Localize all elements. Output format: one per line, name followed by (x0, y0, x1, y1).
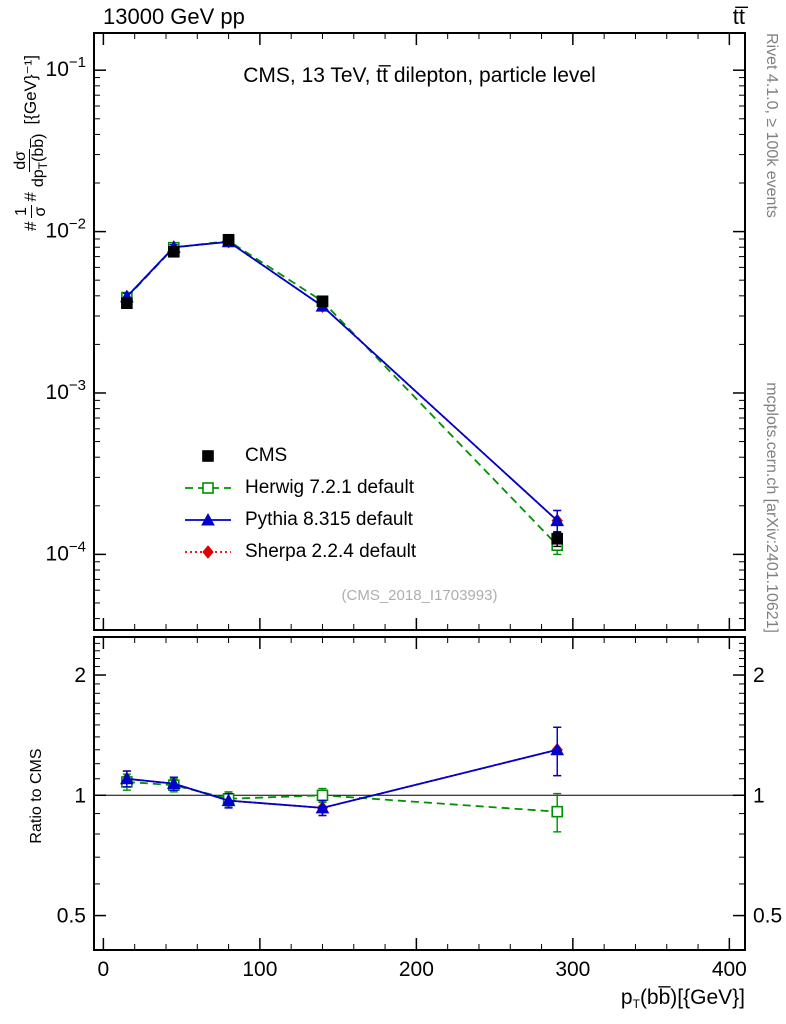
legend-swatch-herwig-icon (185, 482, 231, 494)
legend-swatch-pythia-icon (185, 512, 231, 526)
svg-text:1: 1 (753, 784, 765, 807)
svg-text:300: 300 (555, 958, 590, 981)
svg-text:10−4: 10−4 (46, 538, 86, 565)
ylabel-units: [{GeV}⁻¹] (21, 55, 41, 125)
legend-swatch-sherpa-icon (185, 545, 231, 559)
svg-text:1: 1 (74, 784, 86, 807)
legend-label: Pythia 8.315 default (245, 509, 413, 530)
svg-text:10−2: 10−2 (46, 216, 86, 243)
svg-text:0.5: 0.5 (57, 905, 86, 928)
legend-item-sherpa: Sherpa 2.2.4 default (183, 541, 417, 562)
process-label: tt̅ (732, 4, 745, 29)
beam-energy-label: 13000 GeV pp (103, 4, 245, 29)
ratio-y-axis-label: Ratio to CMS (28, 748, 45, 844)
ylabel-frac-one-over-sigma: 1 σ (13, 205, 49, 218)
legend-label: Herwig 7.2.1 default (245, 477, 414, 498)
legend-label: CMS (245, 445, 288, 466)
main-y-axis-label: # 1 σ # dσ dpT(bb̅) [{GeV}⁻¹] (12, 36, 50, 250)
svg-text:200: 200 (399, 958, 434, 981)
legend-swatch-cms-icon (202, 450, 214, 462)
svg-text:0.5: 0.5 (753, 905, 782, 928)
svg-text:100: 100 (242, 958, 277, 981)
ylabel-prefix: # (21, 221, 41, 231)
legend-item-cms: CMS (183, 445, 416, 466)
ylabel-mid: # (21, 192, 41, 202)
svg-text:10−3: 10−3 (46, 377, 86, 404)
rivet-version-note: Rivet 4.1.0, ≥ 100k events (763, 33, 780, 218)
legend-label: Sherpa 2.2.4 default (245, 541, 417, 562)
analysis-id-watermark: (CMS_2018_I1703993) (341, 587, 498, 604)
mcplots-arxiv-note: mcplots.cern.ch [arXiv:2401.10621] (763, 382, 780, 633)
svg-text:400: 400 (712, 958, 747, 981)
svg-text:0: 0 (98, 958, 110, 981)
svg-text:10−1: 10−1 (46, 54, 86, 81)
ylabel-frac-dsigma-dpt: dσ dpT(bb̅) (12, 133, 51, 188)
svg-text:2: 2 (753, 664, 765, 687)
plot-title: CMS, 13 TeV, tt̅ dilepton, particle leve… (243, 64, 596, 87)
legend-item-herwig: Herwig 7.2.1 default (183, 477, 416, 498)
x-axis-label: pT(bb̅)[{GeV}] (620, 986, 745, 1011)
svg-text:2: 2 (74, 664, 86, 687)
legend: CMS Herwig 7.2.1 default Pythia 8.315 de… (183, 445, 417, 562)
legend-item-pythia: Pythia 8.315 default (183, 509, 416, 530)
